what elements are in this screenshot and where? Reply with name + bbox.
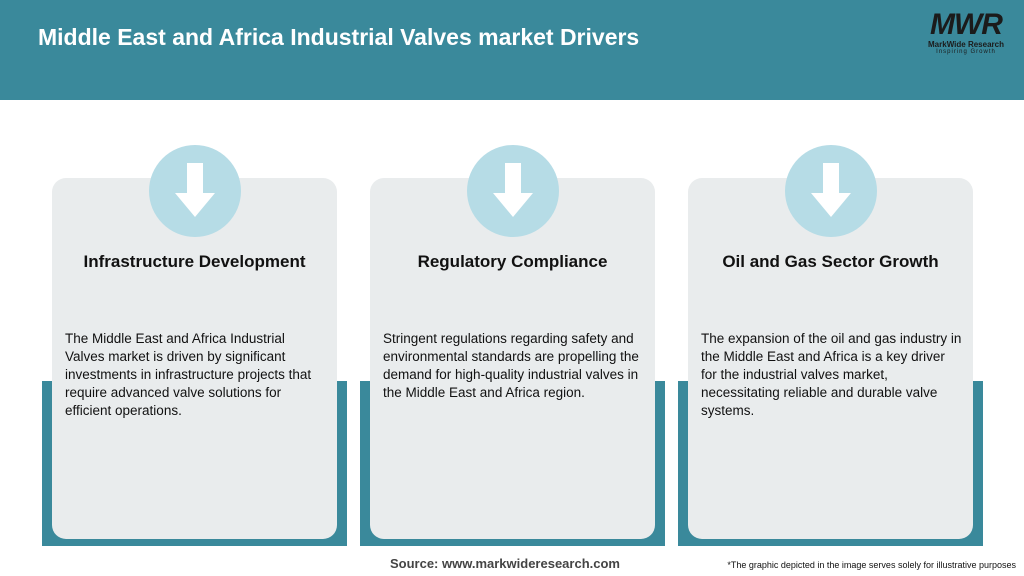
logo: MWR MarkWide Research Inspiring Growth (916, 8, 1016, 56)
logo-mark: MWR (930, 8, 1003, 41)
card-title: Oil and Gas Sector Growth (722, 252, 939, 271)
card-text: The expansion of the oil and gas industr… (701, 331, 962, 418)
card: Oil and Gas Sector Growth The expansion o… (688, 145, 973, 539)
card: Regulatory Compliance Stringent regulatio… (370, 145, 655, 539)
down-arrow (811, 163, 851, 217)
arrow-icon (785, 145, 877, 237)
note: *The graphic depicted in the image serve… (727, 560, 1016, 570)
arrow-icon (467, 145, 559, 237)
down-arrow (175, 163, 215, 217)
source: Source: www.markwideresearch.com (389, 556, 620, 571)
card-title: Infrastructure Development (83, 252, 306, 271)
down-arrow (493, 163, 533, 217)
card-text: Stringent regulations regarding safety a… (383, 331, 639, 400)
card-text: The Middle East and Africa Industrial Va… (65, 331, 312, 418)
card: Infrastructure Development The Middle Eas… (52, 145, 337, 539)
header: Middle East and Africa Industrial Valves… (0, 0, 1024, 100)
logo-tagline: Inspiring Growth (936, 49, 996, 55)
arrow-icon (149, 145, 241, 237)
logo-name: MarkWide Research (928, 40, 1004, 49)
card-title: Regulatory Compliance (417, 252, 608, 271)
title: Middle East and Africa Industrial Valves… (38, 24, 640, 50)
